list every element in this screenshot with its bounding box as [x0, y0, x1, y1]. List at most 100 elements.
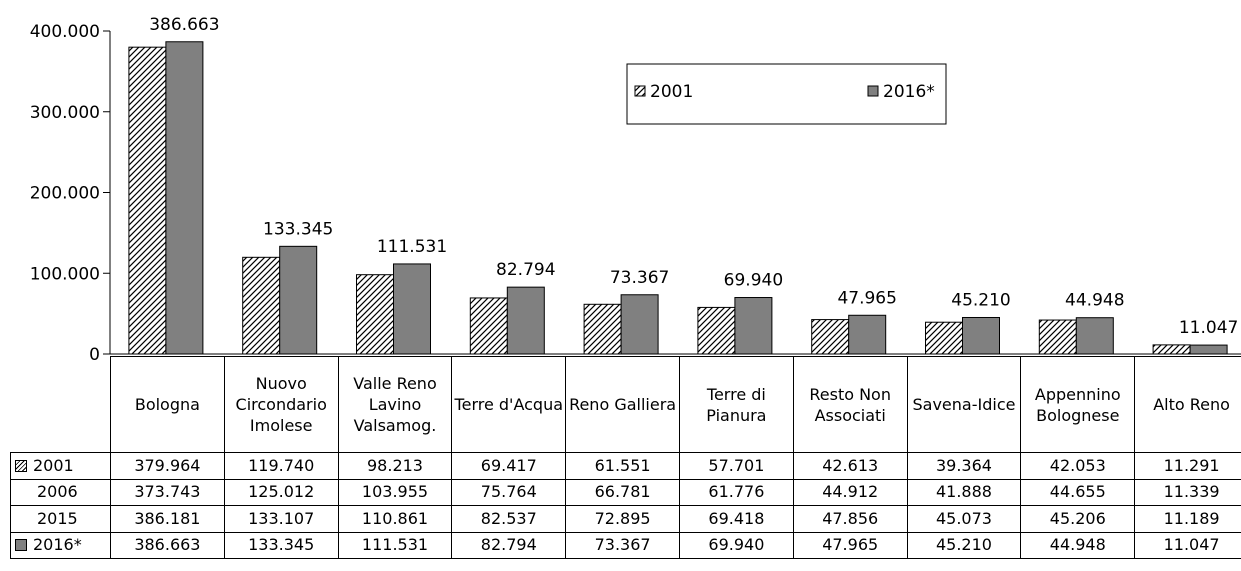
category-label: Bologna [110, 356, 225, 453]
table-cell: 47.856 [792, 505, 908, 533]
legend-label: 2001 [650, 82, 693, 102]
table-cell: 66.781 [565, 478, 680, 506]
bar [962, 316, 1000, 355]
table-cell: 386.181 [110, 505, 225, 533]
table-cell: 61.551 [565, 452, 680, 480]
table-row: 2015 386.181 133.107 110.861 82.537 72.895 69.… [10, 505, 1241, 533]
data-label: 11.047 [1179, 318, 1238, 338]
bar [469, 297, 508, 355]
legend-key [15, 459, 27, 472]
table-cell: 11.291 [1134, 452, 1241, 480]
data-label: 73.367 [610, 268, 669, 288]
table-cell: 119.740 [223, 452, 339, 480]
bar [1152, 344, 1191, 355]
data-label: 386.663 [149, 15, 219, 35]
table-cell: 44.948 [1020, 531, 1136, 559]
table-cell: 75.764 [451, 478, 567, 506]
category-label: Reno Galliera [565, 356, 680, 453]
table-cell: 42.613 [792, 452, 908, 480]
table-cell: 110.861 [337, 505, 453, 533]
row-name-cell: 2016* [10, 531, 111, 559]
row-name-cell: 2015 [10, 505, 111, 533]
table-row: 2016* 386.663 133.345 111.531 82.794 73.367 69… [10, 531, 1241, 559]
bar [356, 274, 394, 355]
legend-label: 2016* [883, 82, 935, 102]
table-cell: 373.743 [110, 478, 225, 506]
table-cell: 11.189 [1134, 505, 1241, 533]
data-label: 82.794 [496, 260, 555, 280]
table-cell: 44.655 [1020, 478, 1136, 506]
table-cell: 57.701 [678, 452, 794, 480]
bar [1075, 317, 1114, 355]
table-cell: 69.418 [678, 505, 794, 533]
bar [734, 297, 773, 355]
y-tick-label: 200.000 [30, 184, 100, 204]
category-label: Alto Reno [1134, 356, 1241, 453]
legend-box [626, 63, 947, 125]
table-cell: 41.888 [906, 478, 1022, 506]
table-cell: 42.053 [1020, 452, 1136, 480]
data-table: Bologna Nuovo Circondario Imolese Valle Re… [10, 356, 1241, 559]
category-label: Terre d'Acqua [451, 356, 567, 453]
table-cell: 73.367 [565, 531, 680, 559]
bar [848, 314, 887, 355]
y-tick-label: 300.000 [30, 103, 100, 123]
table-cell: 133.345 [223, 531, 339, 559]
y-tick-label: 100.000 [30, 264, 100, 284]
category-label: Terre di Pianura [678, 356, 794, 453]
table-cell: 69.417 [451, 452, 567, 480]
legend-key [867, 85, 879, 97]
bar [242, 256, 281, 355]
table-cell: 82.794 [451, 531, 567, 559]
table-row: 2001 379.964 119.740 98.213 69.417 61.551 57.7… [10, 452, 1241, 480]
table-cell: 379.964 [110, 452, 225, 480]
table-cell: 386.663 [110, 531, 225, 559]
bar [1038, 319, 1077, 355]
bar [1189, 344, 1228, 355]
table-cell: 45.073 [906, 505, 1022, 533]
data-label: 45.210 [951, 290, 1010, 310]
data-label: 47.965 [837, 288, 896, 308]
category-label: Nuovo Circondario Imolese [223, 356, 339, 453]
table-cell: 98.213 [337, 452, 453, 480]
bar [697, 306, 736, 355]
data-label: 44.948 [1065, 291, 1124, 311]
table-row: 2006 373.743 125.012 103.955 75.764 66.781 61.… [10, 478, 1241, 506]
table-cell: 45.210 [906, 531, 1022, 559]
category-label: Valle Reno Lavino Valsamog. [337, 356, 453, 453]
data-label: 111.531 [377, 237, 447, 257]
table-corner [11, 357, 111, 453]
data-label: 133.345 [263, 219, 333, 239]
bar [128, 46, 167, 355]
bar [583, 303, 622, 355]
table-cell: 69.940 [678, 531, 794, 559]
y-tick-label: 400.000 [30, 22, 100, 42]
table-cell: 61.776 [678, 478, 794, 506]
row-name: 2001 [33, 455, 74, 475]
bar [506, 286, 545, 355]
legend: 2001 2016* [626, 63, 947, 125]
legend-key [634, 85, 646, 97]
table-cell: 11.339 [1134, 478, 1241, 506]
row-name: 2015 [37, 508, 78, 528]
data-label: 69.940 [724, 271, 783, 291]
row-name-cell: 2006 [10, 478, 111, 506]
table-cell: 47.965 [792, 531, 908, 559]
table-cell: 45.206 [1020, 505, 1136, 533]
y-tick-label: 0 [89, 345, 100, 365]
table-cell: 72.895 [565, 505, 680, 533]
category-label: Appennino Bolognese [1020, 356, 1136, 453]
category-label: Resto Non Associati [792, 356, 908, 453]
table-cell: 103.955 [337, 478, 453, 506]
row-name-cell: 2001 [10, 452, 111, 480]
row-name: 2016* [33, 535, 82, 555]
table-cell: 44.912 [792, 478, 908, 506]
table-cell: 11.047 [1134, 531, 1241, 559]
bar [279, 245, 318, 355]
table-cell: 111.531 [337, 531, 453, 559]
table-cell: 39.364 [906, 452, 1022, 480]
bar [165, 41, 204, 355]
table-cell: 82.537 [451, 505, 567, 533]
